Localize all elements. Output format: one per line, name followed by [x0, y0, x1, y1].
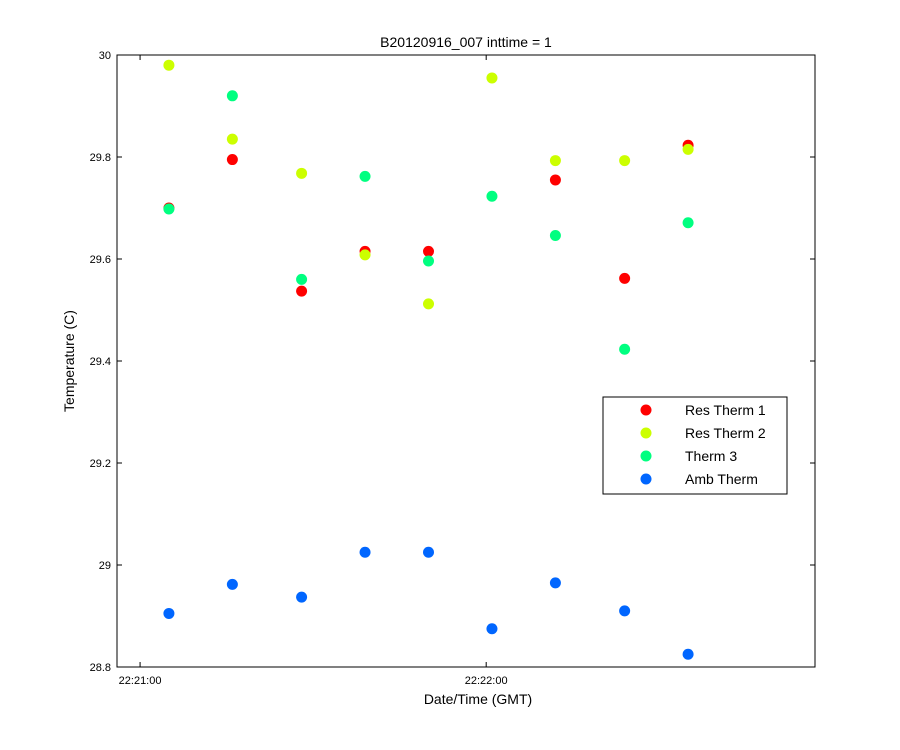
- x-axis-label: Date/Time (GMT): [424, 691, 532, 707]
- y-tick-label: 29.6: [90, 254, 111, 266]
- y-tick-label: 29.8: [90, 152, 111, 164]
- x-tick-label: 22:22:00: [465, 675, 508, 687]
- point-res-therm-1: [619, 272, 631, 284]
- point-therm-3: [163, 203, 175, 215]
- point-amb-therm: [619, 605, 631, 617]
- legend-marker-therm-3: [640, 450, 652, 462]
- y-tick-label: 28.8: [90, 662, 111, 674]
- point-res-therm-2: [423, 298, 435, 310]
- point-amb-therm: [486, 623, 498, 635]
- y-tick-label: 30: [99, 50, 111, 62]
- point-amb-therm: [423, 546, 435, 558]
- point-amb-therm: [226, 578, 238, 590]
- legend-marker-amb-therm: [640, 473, 652, 485]
- legend-items: Res Therm 1 Res Therm 2 Therm 3 Amb Therm: [640, 402, 766, 487]
- y-tick-label: 29.4: [90, 356, 111, 368]
- legend-marker-res-therm-2: [640, 427, 652, 439]
- point-therm-3: [486, 190, 498, 202]
- point-res-therm-2: [296, 167, 308, 179]
- y-axis-label: Temperature (C): [61, 310, 77, 412]
- point-therm-3: [619, 343, 631, 355]
- point-res-therm-2: [359, 249, 371, 261]
- chart-title: B20120916_007 inttime = 1: [380, 34, 552, 50]
- legend-label-res-therm-2: Res Therm 2: [685, 425, 766, 441]
- point-therm-3: [359, 170, 371, 182]
- point-therm-3: [423, 255, 435, 267]
- point-res-therm-1: [296, 285, 308, 297]
- legend-label-therm-3: Therm 3: [685, 448, 737, 464]
- y-tick-label: 29.2: [90, 458, 111, 470]
- point-therm-3: [296, 273, 308, 285]
- legend-box: [602, 396, 788, 495]
- legend: Res Therm 1 Res Therm 2 Therm 3 Amb Therm: [602, 396, 788, 495]
- point-res-therm-2: [163, 59, 175, 71]
- point-therm-3: [549, 230, 561, 242]
- point-res-therm-2: [682, 143, 694, 155]
- legend-marker-res-therm-1: [640, 404, 652, 416]
- y-axis-ticks: 28.8 29 29.2 29.4 29.6 29.8 30: [90, 50, 815, 674]
- point-amb-therm: [549, 577, 561, 589]
- point-res-therm-2: [486, 72, 498, 84]
- y-tick-label: 29: [99, 560, 111, 572]
- data-points: [163, 59, 694, 660]
- point-res-therm-1: [226, 154, 238, 166]
- x-axis-ticks: 22:21:00 22:22:00: [119, 55, 508, 687]
- point-res-therm-2: [226, 133, 238, 145]
- point-amb-therm: [296, 591, 308, 603]
- point-res-therm-1: [423, 245, 435, 257]
- plot-area: [116, 54, 816, 668]
- legend-label-res-therm-1: Res Therm 1: [685, 402, 766, 418]
- point-res-therm-2: [619, 155, 631, 167]
- point-amb-therm: [682, 648, 694, 660]
- point-res-therm-2: [549, 155, 561, 167]
- point-amb-therm: [359, 546, 371, 558]
- point-therm-3: [226, 90, 238, 102]
- x-tick-label: 22:21:00: [119, 675, 162, 687]
- point-therm-3: [682, 217, 694, 229]
- legend-label-amb-therm: Amb Therm: [685, 471, 758, 487]
- point-amb-therm: [163, 607, 175, 619]
- point-res-therm-1: [549, 174, 561, 186]
